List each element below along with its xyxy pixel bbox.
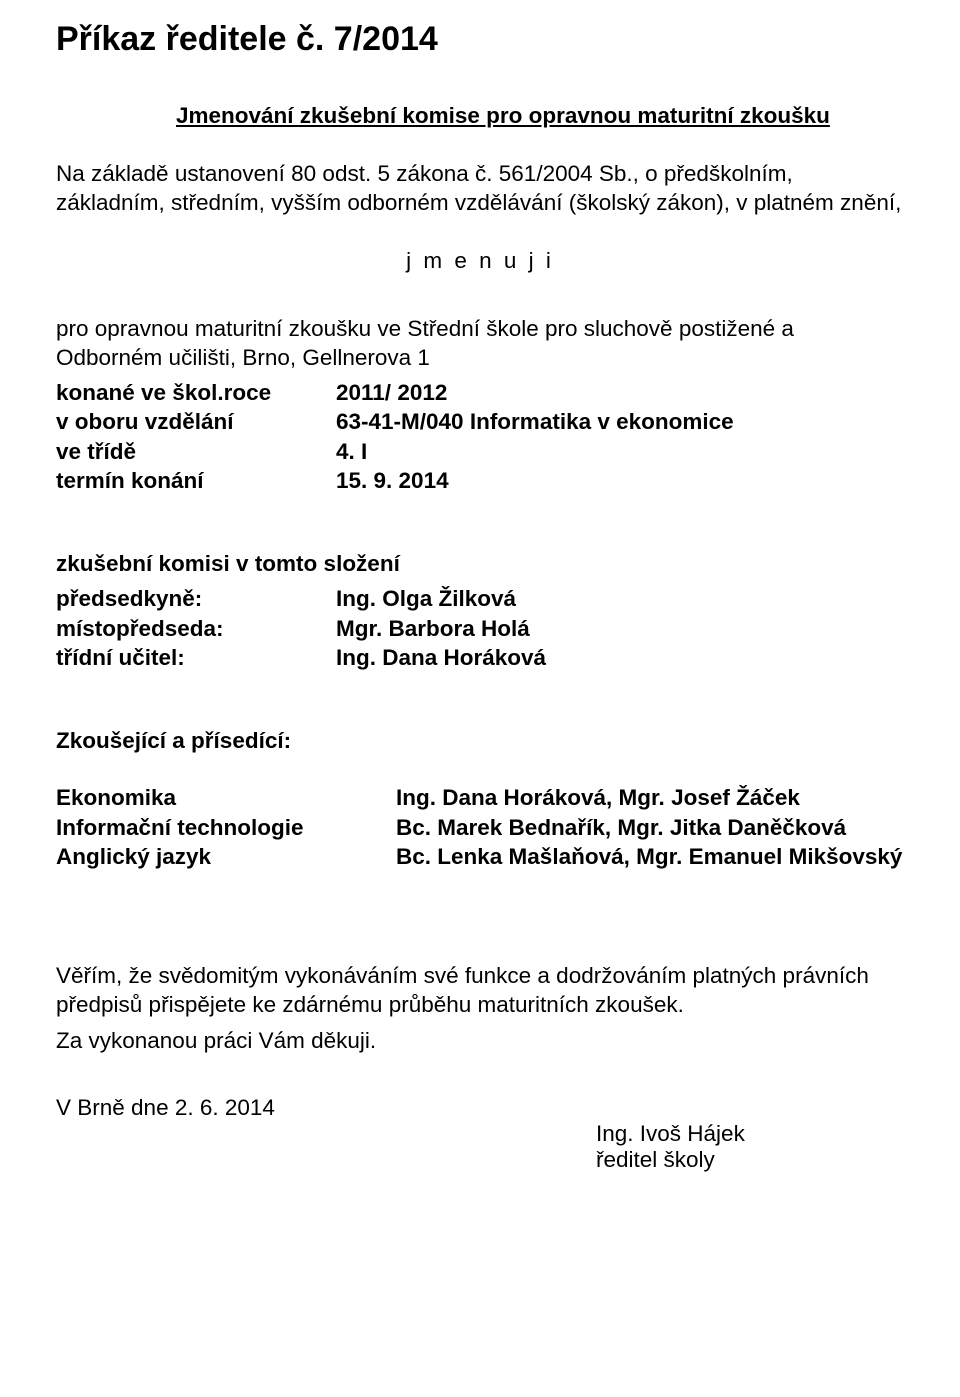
value-class: 4. I [336, 437, 904, 466]
closing-line-1: Věřím, že svědomitým vykonáváním své fun… [56, 961, 904, 1020]
label-it: Informační technologie [56, 813, 396, 842]
signature-block: V Brně dne 2. 6. 2014 Ing. Ivoš Hájek ře… [56, 1095, 904, 1173]
value-term: 15. 9. 2014 [336, 466, 904, 495]
row-field: v oboru vzdělání 63-41-M/040 Informatika… [56, 407, 904, 436]
row-school-year: konané ve škol.roce 2011/ 2012 [56, 378, 904, 407]
value-economics: Ing. Dana Horáková, Mgr. Josef Žáček [396, 783, 904, 812]
document-subtitle: Jmenování zkušební komise pro opravnou m… [56, 103, 904, 129]
label-teacher: třídní učitel: [56, 643, 336, 672]
label-school-year: konané ve škol.roce [56, 378, 336, 407]
document-page: Příkaz ředitele č. 7/2014 Jmenování zkuš… [0, 0, 960, 1397]
signature-role: ředitel školy [56, 1147, 904, 1173]
label-chair: předsedkyně: [56, 584, 336, 613]
row-vice: místopředseda: Mgr. Barbora Holá [56, 614, 904, 643]
row-teacher: třídní učitel: Ing. Dana Horáková [56, 643, 904, 672]
label-class: ve třídě [56, 437, 336, 466]
legal-basis: Na základě ustanovení 80 odst. 5 zákona … [56, 159, 904, 218]
document-title: Příkaz ředitele č. 7/2014 [56, 20, 904, 59]
committee-header: zkušební komisi v tomto složení [56, 549, 904, 578]
row-class: ve třídě 4. I [56, 437, 904, 466]
row-english: Anglický jazyk Bc. Lenka Mašlaňová, Mgr.… [56, 842, 904, 871]
intro-text: pro opravnou maturitní zkoušku ve Středn… [56, 314, 904, 373]
value-school-year: 2011/ 2012 [336, 378, 904, 407]
signature-date: V Brně dne 2. 6. 2014 [56, 1095, 904, 1121]
value-teacher: Ing. Dana Horáková [336, 643, 904, 672]
examiners-header: Zkoušející a přísedící: [56, 726, 904, 755]
value-chair: Ing. Olga Žilková [336, 584, 904, 613]
label-vice: místopředseda: [56, 614, 336, 643]
value-english: Bc. Lenka Mašlaňová, Mgr. Emanuel Mikšov… [396, 842, 904, 871]
closing-block: Věřím, že svědomitým vykonáváním své fun… [56, 961, 904, 1055]
appoint-word: j m e n u j i [56, 248, 904, 274]
signature-name: Ing. Ivoš Hájek [56, 1121, 904, 1147]
value-vice: Mgr. Barbora Holá [336, 614, 904, 643]
label-field: v oboru vzdělání [56, 407, 336, 436]
value-field: 63-41-M/040 Informatika v ekonomice [336, 407, 904, 436]
row-chair: předsedkyně: Ing. Olga Žilková [56, 584, 904, 613]
row-economics: Ekonomika Ing. Dana Horáková, Mgr. Josef… [56, 783, 904, 812]
label-term: termín konání [56, 466, 336, 495]
label-english: Anglický jazyk [56, 842, 396, 871]
closing-line-2: Za vykonanou práci Vám děkuji. [56, 1026, 904, 1055]
label-economics: Ekonomika [56, 783, 396, 812]
row-term: termín konání 15. 9. 2014 [56, 466, 904, 495]
value-it: Bc. Marek Bednařík, Mgr. Jitka Daněčková [396, 813, 904, 842]
row-it: Informační technologie Bc. Marek Bednaří… [56, 813, 904, 842]
